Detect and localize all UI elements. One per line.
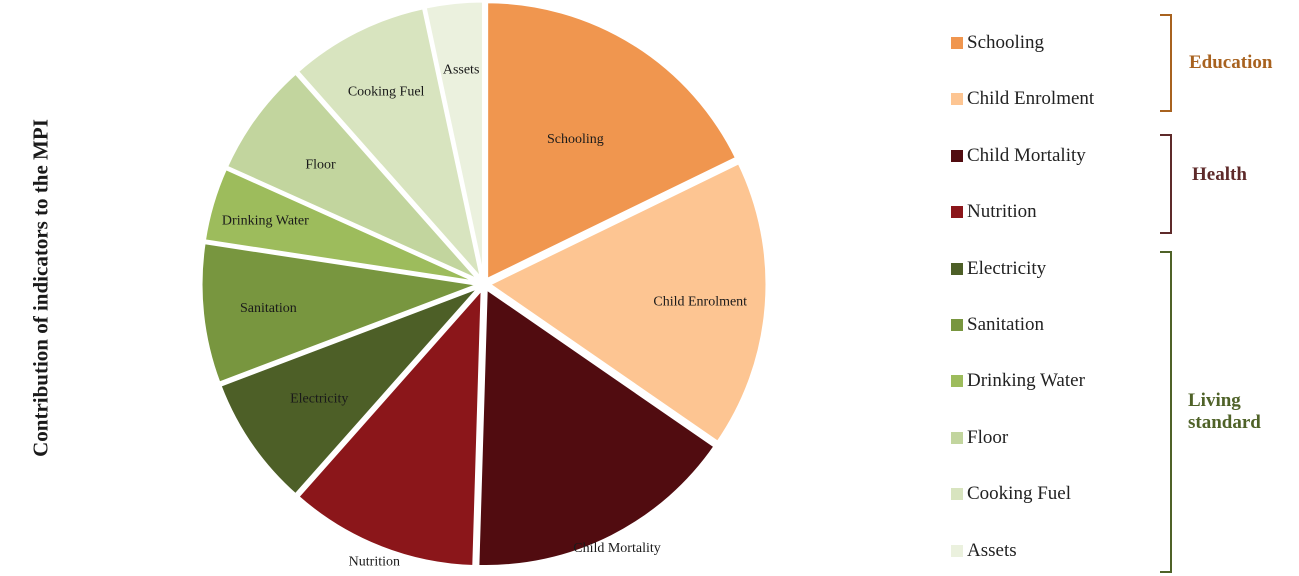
- group-bracket-living-standard: [1160, 251, 1172, 573]
- pie-slice-drinking-water: [202, 166, 480, 285]
- legend-item-floor: Floor: [951, 425, 1008, 451]
- legend-item-child-enrolment: Child Enrolment: [951, 86, 1094, 112]
- legend-label: Sanitation: [967, 314, 1045, 335]
- legend-swatch: [951, 262, 963, 275]
- pie-chart: Schooling Child Enrolment Child Mortality N…: [199, 0, 769, 570]
- legend-item-cooking-fuel: Cooking Fuel: [951, 481, 1071, 507]
- legend-item-child-mortality: Child Mortality: [951, 143, 1086, 169]
- legend-item-sanitation: Sanitation: [951, 312, 1044, 338]
- legend-swatch: [951, 93, 963, 106]
- legend-swatch: [951, 319, 963, 331]
- pie-slice-assets: [423, 0, 485, 280]
- slice-label-drinking-water: Drinking Water: [222, 213, 309, 228]
- pie-slice-child-mortality: [476, 285, 718, 568]
- legend-item-drinking-water: Drinking Water: [951, 368, 1085, 394]
- legend-swatch: [951, 37, 963, 49]
- slice-label-floor: Floor: [305, 158, 336, 173]
- group-label-health: Health: [1192, 164, 1247, 185]
- legend-label: Cooking Fuel: [967, 483, 1071, 505]
- legend-label: Child Enrolment: [967, 88, 1095, 110]
- legend-swatch: [951, 206, 963, 219]
- pie-slice-electricity: [218, 285, 482, 498]
- pie-slice-sanitation: [199, 240, 485, 386]
- pie-slice-schooling: [485, 0, 739, 283]
- slice-label-assets: Assets: [443, 62, 480, 77]
- pie-slice-nutrition: [295, 284, 484, 569]
- legend-label: Child Mortality: [967, 144, 1086, 166]
- pie-slice-cooking-fuel: [295, 5, 485, 285]
- legend-label: Assets: [967, 539, 1017, 561]
- legend-swatch: [951, 375, 963, 388]
- slice-label-child-mortality: Child Mortality: [573, 541, 661, 556]
- legend: Schooling Child Enrolment Child Mortality N…: [951, 0, 1151, 576]
- slice-label-sanitation: Sanitation: [240, 301, 297, 316]
- legend-label: Electricity: [967, 257, 1047, 279]
- legend-label: Drinking Water: [967, 370, 1085, 392]
- legend-label: Floor: [967, 426, 1009, 448]
- legend-item-nutrition: Nutrition: [951, 199, 1037, 225]
- legend-item-schooling: Schooling: [951, 30, 1044, 56]
- slice-label-cooking-fuel: Cooking Fuel: [348, 84, 425, 99]
- slice-label-schooling: Schooling: [547, 132, 604, 147]
- group-bracket-education: [1160, 14, 1172, 112]
- pie-slice-floor: [224, 70, 482, 283]
- legend-swatch: [951, 149, 963, 162]
- legend-label: Schooling: [967, 32, 1045, 53]
- legend-label: Nutrition: [967, 201, 1037, 223]
- group-label-education: Education: [1189, 52, 1273, 73]
- slice-label-nutrition: Nutrition: [349, 555, 400, 570]
- slice-label-child-enrolment: Child Enrolment: [653, 294, 747, 309]
- legend-item-electricity: Electricity: [951, 256, 1046, 282]
- group-label-living-standard: Living standard: [1188, 390, 1261, 433]
- legend-item-assets: Assets: [951, 538, 1017, 564]
- legend-swatch: [951, 544, 963, 557]
- legend-swatch: [951, 431, 963, 444]
- group-bracket-health: [1160, 134, 1172, 234]
- pie-slice-child-enrolment: [486, 160, 769, 445]
- slice-label-electricity: Electricity: [290, 392, 348, 407]
- legend-swatch: [951, 488, 963, 501]
